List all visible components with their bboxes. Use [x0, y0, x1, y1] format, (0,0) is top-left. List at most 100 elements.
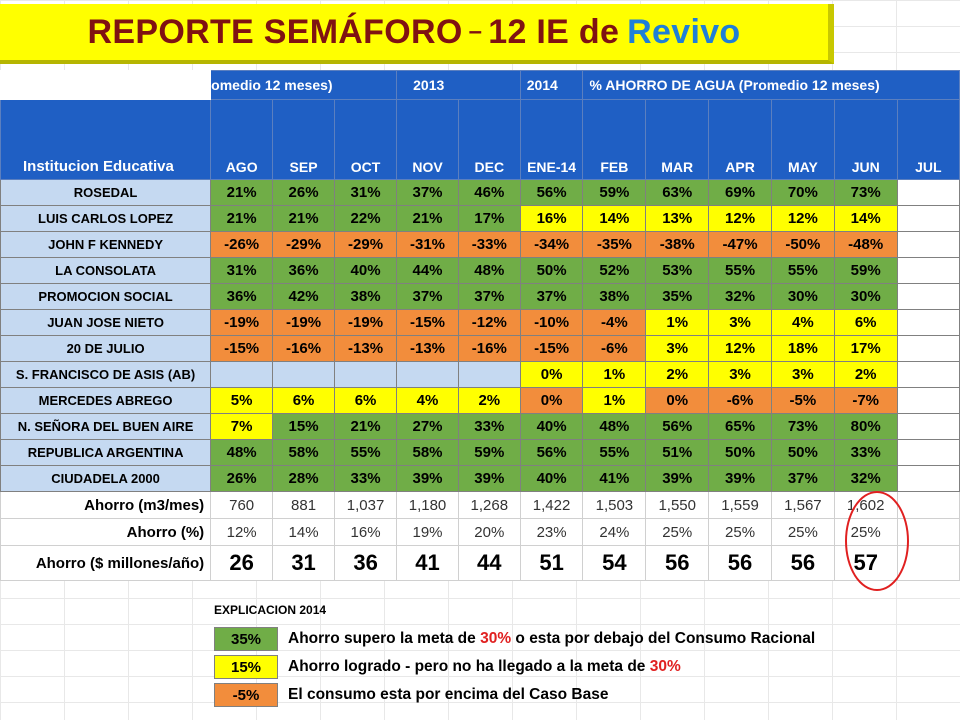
institution-name: ROSEDAL	[0, 179, 212, 206]
savings-cell: 59%	[582, 179, 647, 206]
savings-cell: 7%	[210, 413, 274, 440]
savings-cell: -29%	[334, 231, 398, 258]
savings-cell: 48%	[210, 439, 274, 466]
savings-cell: 12%	[770, 205, 835, 232]
table-row: CIUDADELA 2000 26% 28% 33% 39% 39% 40% 41% 39% 39…	[0, 465, 960, 492]
savings-cell: 13%	[645, 205, 710, 232]
table-row: JUAN JOSE NIETO -19% -19% -19% -15% -12% -10% -…	[0, 309, 960, 336]
savings-cell	[896, 205, 960, 232]
savings-cell: -50%	[770, 231, 835, 258]
savings-cell: 12%	[708, 335, 772, 362]
month-header: OCT	[334, 99, 398, 180]
month-header: SEP	[272, 99, 336, 180]
savings-cell: -34%	[519, 231, 584, 258]
savings-cell: 36%	[210, 283, 274, 310]
savings-cell: 55%	[708, 257, 772, 284]
header-row-months: Institucion Educativa AGO SEP OCT NOV DEC ENE…	[0, 99, 960, 180]
institution-name: PROMOCION SOCIAL	[0, 283, 212, 310]
institution-name: JOHN F KENNEDY	[0, 231, 212, 258]
savings-cell: 42%	[272, 283, 336, 310]
savings-cell	[896, 231, 960, 258]
summary-row: Ahorro (m3/mes) 760 881 1,037 1,180 1,268 1,42…	[0, 491, 960, 519]
header-2014-label: % AHORRO DE AGUA (Promedio 12 meses)	[582, 70, 960, 100]
table-row: JOHN F KENNEDY -26% -29% -29% -31% -33% -34% -3…	[0, 231, 960, 258]
savings-cell: -19%	[334, 309, 398, 336]
summary-value: 25%	[708, 518, 772, 546]
savings-cell: 36%	[272, 257, 336, 284]
header-row-years: omedio 12 meses) 2013 2014 % AHORRO DE A…	[0, 70, 960, 100]
savings-cell: 2%	[833, 361, 898, 388]
summary-label: Ahorro (m3/mes)	[0, 491, 212, 519]
savings-cell: 53%	[645, 257, 710, 284]
savings-cell: 33%	[833, 439, 898, 466]
savings-cell: 52%	[582, 257, 647, 284]
savings-cell: -35%	[582, 231, 647, 258]
summary-value: 20%	[457, 518, 521, 546]
savings-cell	[210, 361, 274, 388]
savings-cell: -12%	[457, 309, 521, 336]
institution-name: N. SEÑORA DEL BUEN AIRE	[0, 413, 212, 440]
summary-value: 1,268	[457, 491, 521, 519]
savings-cell: 58%	[272, 439, 336, 466]
savings-cell	[896, 335, 960, 362]
legend-text-part: Ahorro logrado - pero no ha llegado a la…	[288, 658, 650, 675]
savings-cell: 51%	[645, 439, 710, 466]
savings-cell	[896, 309, 960, 336]
legend-target-value: 30%	[480, 630, 512, 647]
summary-row: Ahorro ($ millones/año) 26 31 36 41 44 51 54 56 5…	[0, 545, 960, 581]
savings-cell: 21%	[210, 179, 274, 206]
month-header: NOV	[396, 99, 459, 180]
institution-name: S. FRANCISCO DE ASIS (AB)	[0, 361, 212, 388]
savings-cell: 56%	[519, 439, 584, 466]
savings-cell: 55%	[334, 439, 398, 466]
savings-cell: 2%	[645, 361, 710, 388]
savings-cell: -26%	[210, 231, 274, 258]
savings-cell: 5%	[210, 387, 274, 414]
legend-item: 35% Ahorro supero la meta de 30% o esta p…	[214, 626, 914, 652]
institution-name: LUIS CARLOS LOPEZ	[0, 205, 212, 232]
savings-cell: 27%	[396, 413, 459, 440]
savings-cell: 39%	[645, 465, 710, 492]
savings-cell: 22%	[334, 205, 398, 232]
savings-cell: 4%	[396, 387, 459, 414]
savings-cell: 73%	[833, 179, 898, 206]
savings-cell: -16%	[457, 335, 521, 362]
legend-target-value: 30%	[649, 658, 681, 675]
savings-cell	[334, 361, 398, 388]
summary-value: 1,503	[582, 491, 647, 519]
savings-cell	[896, 179, 960, 206]
savings-cell: 6%	[272, 387, 336, 414]
savings-cell: 30%	[833, 283, 898, 310]
savings-cell: 40%	[519, 465, 584, 492]
legend-text: El consumo esta por encima del Caso Base	[288, 686, 608, 704]
highlight-circle	[845, 491, 909, 591]
table-row: LA CONSOLATA 31% 36% 40% 44% 48% 50% 52% 53% 55% 5…	[0, 257, 960, 284]
savings-cell: -15%	[519, 335, 584, 362]
savings-cell: -13%	[396, 335, 459, 362]
savings-cell: 55%	[582, 439, 647, 466]
summary-value: 25%	[770, 518, 835, 546]
savings-cell: 35%	[645, 283, 710, 310]
table-row: ROSEDAL 21% 26% 31% 37% 46% 56% 59% 63% 69% 70% 73%	[0, 179, 960, 206]
savings-cell: 32%	[708, 283, 772, 310]
savings-cell: 0%	[645, 387, 710, 414]
savings-cell: 6%	[334, 387, 398, 414]
summary-value: 44	[457, 545, 521, 581]
table-row: S. FRANCISCO DE ASIS (AB) 0% 1% 2% 3% 3% 2%	[0, 361, 960, 388]
summary-row: Ahorro (%) 12% 14% 16% 19% 20% 23% 24% 25% 25% 25%…	[0, 518, 960, 546]
savings-cell: 39%	[457, 465, 521, 492]
month-header: JUN	[833, 99, 898, 180]
summary-value: 41	[396, 545, 459, 581]
table-row: 20 DE JULIO -15% -16% -13% -13% -16% -15% -6% 3%…	[0, 335, 960, 362]
savings-cell: 48%	[582, 413, 647, 440]
legend-swatch: 35%	[214, 627, 278, 651]
savings-cell: -13%	[334, 335, 398, 362]
legend-text: Ahorro logrado - pero no ha llegado a la…	[288, 658, 681, 676]
savings-cell: -5%	[770, 387, 835, 414]
savings-cell: 3%	[708, 361, 772, 388]
savings-cell: 1%	[582, 387, 647, 414]
savings-cell	[396, 361, 459, 388]
summary-value: 56	[708, 545, 772, 581]
savings-cell: 40%	[519, 413, 584, 440]
legend-text-part: El consumo esta por encima del Caso Base	[288, 686, 609, 703]
